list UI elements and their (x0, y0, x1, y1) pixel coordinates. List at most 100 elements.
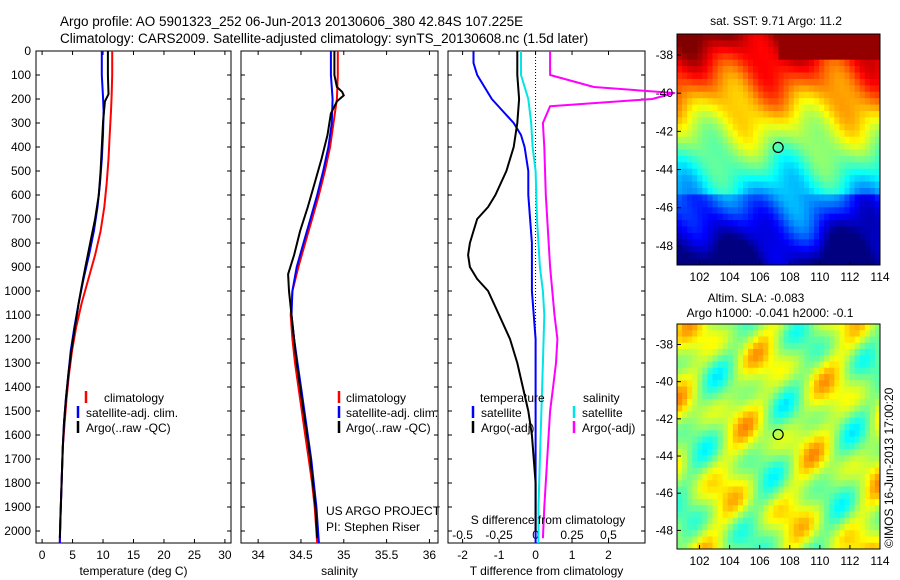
map-cell (697, 517, 703, 525)
map-cell (803, 66, 810, 73)
map-cell (819, 111, 825, 118)
map-cell (824, 424, 830, 431)
map-cell (722, 330, 729, 337)
map-cell (793, 436, 800, 444)
y-tick-label: 900 (11, 260, 31, 274)
map-cell (682, 66, 688, 73)
map-cell (788, 524, 795, 531)
map-cell (788, 258, 795, 266)
map-cell (829, 336, 835, 344)
map-cell (687, 542, 693, 550)
map-cell (808, 486, 815, 494)
map-cell (824, 486, 830, 494)
map-cell (783, 252, 790, 259)
map-cell (682, 417, 688, 425)
map-cell (859, 207, 866, 215)
map-cell (722, 455, 729, 462)
map-cell (702, 361, 708, 369)
map-cell (869, 245, 876, 253)
map-cell (874, 111, 881, 118)
map-cell (742, 40, 749, 48)
map-cell (829, 361, 835, 369)
map-cell (742, 213, 749, 221)
map-cell (874, 239, 881, 247)
map-cell (742, 91, 749, 99)
map-cell (692, 342, 698, 350)
map-cell (793, 511, 800, 519)
map-cell (687, 486, 693, 494)
map-cell (788, 361, 795, 369)
map-cell (773, 474, 779, 481)
map-cell (773, 181, 779, 189)
map-cell (803, 226, 810, 234)
map-cell (687, 53, 693, 61)
map-cell (712, 505, 718, 512)
map-cell (763, 474, 769, 481)
map-cell (803, 430, 810, 437)
map-cell (783, 245, 790, 253)
map-cell (692, 455, 698, 462)
map-cell (869, 442, 876, 450)
map-cell (778, 517, 784, 525)
map-cell (742, 181, 749, 189)
map-cell (829, 53, 835, 61)
map-cell (677, 436, 683, 444)
x-axis-label: temperature (deg C) (79, 564, 187, 578)
map-frame (676, 33, 881, 266)
map-cell (854, 436, 861, 444)
s-tick-label: -0.25 (485, 528, 513, 542)
s-difference-label: S difference from climatology (471, 513, 626, 527)
map-cell (859, 78, 866, 86)
map-cell (687, 499, 693, 506)
map-cell (834, 149, 840, 157)
map-cell (692, 91, 698, 99)
map-cell (778, 524, 784, 531)
map-cell (814, 386, 820, 394)
map-cell (849, 162, 856, 170)
map-cell (692, 480, 698, 487)
map-cell (829, 232, 835, 240)
map-cell (824, 386, 830, 394)
map-cell (702, 200, 708, 208)
map-cell (727, 367, 734, 375)
map-cell (682, 130, 688, 138)
map-cell (844, 194, 850, 202)
map-cell (798, 505, 805, 512)
map-cell (692, 430, 698, 437)
map-cell (682, 194, 688, 202)
map-cell (803, 155, 810, 163)
map-cell (854, 342, 861, 350)
map-cell (732, 530, 739, 537)
map-cell (859, 336, 866, 344)
map-cell (758, 461, 764, 469)
map-cell (859, 517, 866, 525)
map-cell (758, 155, 764, 163)
map-cell (839, 78, 845, 86)
map-cell (829, 226, 835, 234)
map-cell (732, 455, 739, 462)
legend-label-temp-satellite: satellite (481, 406, 522, 420)
map-cell (844, 104, 850, 112)
map-cell (798, 492, 805, 500)
map-cell (763, 200, 769, 208)
map-cell (748, 117, 754, 125)
map-cell (702, 405, 708, 412)
map-cell (844, 336, 850, 344)
map-cell (742, 220, 749, 227)
map-cell (849, 207, 856, 215)
map-cell (687, 91, 693, 99)
map-cell (849, 78, 856, 86)
map-cell (859, 324, 866, 331)
map-cell (737, 213, 744, 221)
map-cell (702, 455, 708, 462)
map-cell (824, 66, 830, 73)
map-cell (834, 480, 840, 487)
map-cell (783, 168, 790, 176)
map-cell (864, 430, 871, 437)
map-cell (793, 449, 800, 456)
map-cell (717, 85, 724, 93)
map-cell (798, 143, 805, 150)
map-cell (803, 386, 810, 394)
map-cell (874, 181, 881, 189)
map-cell (702, 252, 708, 259)
